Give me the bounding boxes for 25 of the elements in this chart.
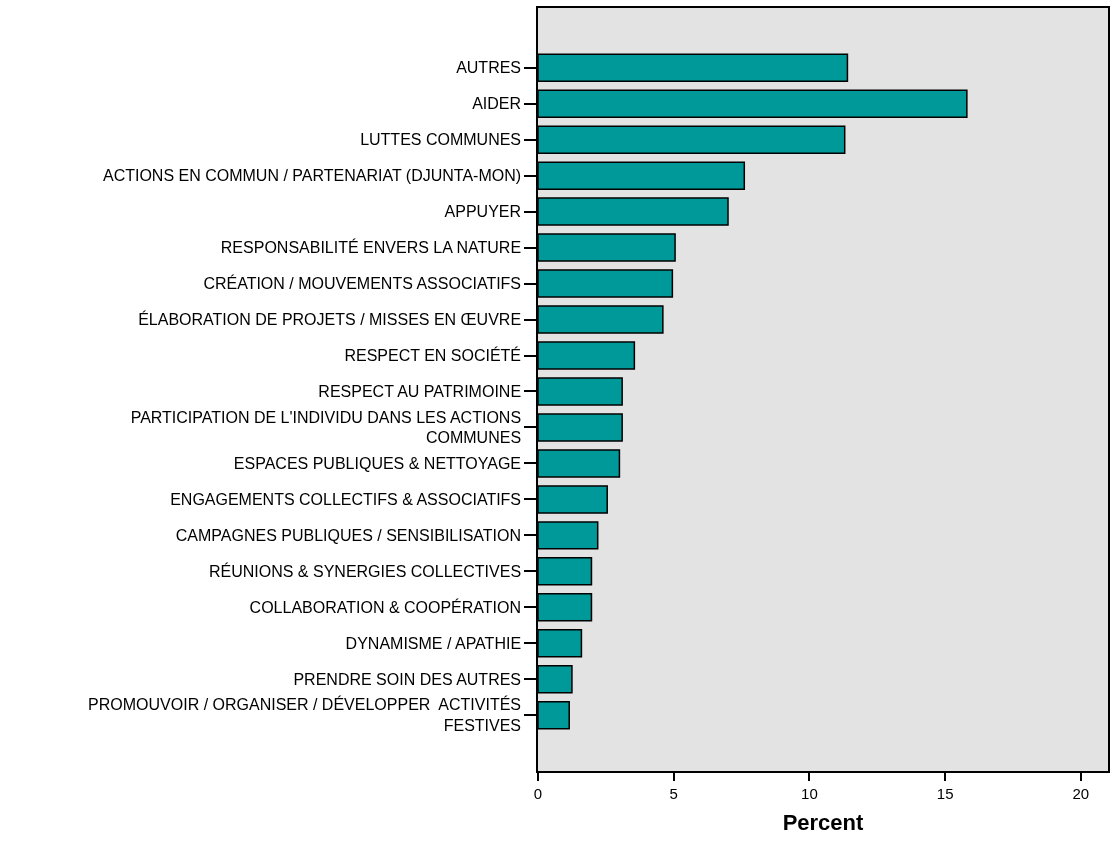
y-tick-label: PROMOUVOIR / ORGANISER / DÉVELOPPER ACTIVITÉS FESTIVES — [88, 695, 522, 735]
x-tick-label: 5 — [669, 784, 678, 802]
y-tick-label: CAMPAGNES PUBLIQUES / SENSIBILISATION — [175, 526, 522, 544]
y-tick-label: AUTRES — [456, 59, 522, 77]
x-tick-label: 0 — [533, 784, 543, 802]
y-tick-label: DYNAMISME / APATHIE — [345, 634, 522, 652]
y-tick-label: RESPECT AU PATRIMOINE — [318, 383, 522, 401]
y-tick-label: ACTIONS EN COMMUN / PARTENARIAT (DJUNTA-MON) — [102, 167, 522, 185]
x-tick-label: 20 — [1072, 784, 1090, 802]
y-tick-label: LUTTES COMMUNES — [360, 131, 522, 149]
y-tick-label: COLLABORATION & COOPÉRATION — [249, 597, 522, 616]
x-axis-title: Percent — [782, 810, 865, 836]
y-tick-label: RESPONSABILITÉ ENVERS LA NATURE — [220, 238, 522, 257]
y-tick-label: CRÉATION / MOUVEMENTS ASSOCIATIFS — [203, 274, 522, 293]
y-tick-label: ENGAGEMENTS COLLECTIFS & ASSOCIATIFS — [170, 491, 522, 508]
x-tick-label: 10 — [801, 784, 818, 802]
y-tick-label: PRENDRE SOIN DES AUTRES — [293, 670, 522, 688]
y-tick-label: RÉUNIONS & SYNERGIES COLLECTIVES — [208, 561, 522, 580]
y-tick-label: PARTICIPATION DE L'INDIVIDU DANS LES ACTIONS COMMUNES — [130, 408, 522, 447]
y-tick-label: ÉLABORATION DE PROJETS / MISSES EN ŒUVRE — [138, 310, 522, 329]
x-tick-label: 15 — [936, 784, 954, 802]
y-tick-label: APPUYER — [444, 203, 522, 221]
y-tick-label: AIDER — [472, 95, 522, 113]
y-tick-label: RESPECT EN SOCIÉTÉ — [344, 346, 522, 365]
y-tick-label: ESPACES PUBLIQUES & NETTOYAGE — [233, 455, 522, 473]
